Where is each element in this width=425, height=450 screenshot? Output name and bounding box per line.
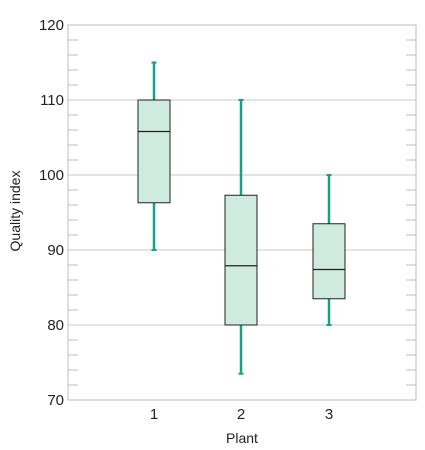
- y-tick-label: 80: [47, 317, 64, 334]
- boxes-layer: [137, 61, 346, 375]
- iqr-box: [312, 223, 346, 300]
- plot-border: [67, 24, 417, 401]
- y-tick-label: 100: [39, 167, 64, 184]
- y-tick-label: 110: [40, 92, 64, 109]
- x-tick-label: 2: [237, 406, 245, 423]
- y-tick-label: 90: [47, 242, 64, 259]
- y-tick-label: 70: [47, 392, 64, 409]
- axis-ticks: [68, 39, 416, 386]
- box-plant-2: [224, 99, 258, 375]
- x-tick-label: 1: [150, 406, 158, 423]
- box-plant-3: [312, 174, 346, 326]
- tick-labels-layer: 70 80 90 100 110 120 1 2 3: [39, 17, 333, 423]
- box-plant-1: [137, 61, 171, 251]
- y-axis-title: Quality index: [7, 171, 23, 252]
- iqr-box: [224, 194, 258, 326]
- y-tick-label: 120: [39, 17, 64, 34]
- x-axis-title: Plant: [226, 430, 258, 446]
- iqr-box: [137, 99, 171, 204]
- x-tick-label: 3: [325, 406, 333, 423]
- plot-frame: [67, 24, 417, 401]
